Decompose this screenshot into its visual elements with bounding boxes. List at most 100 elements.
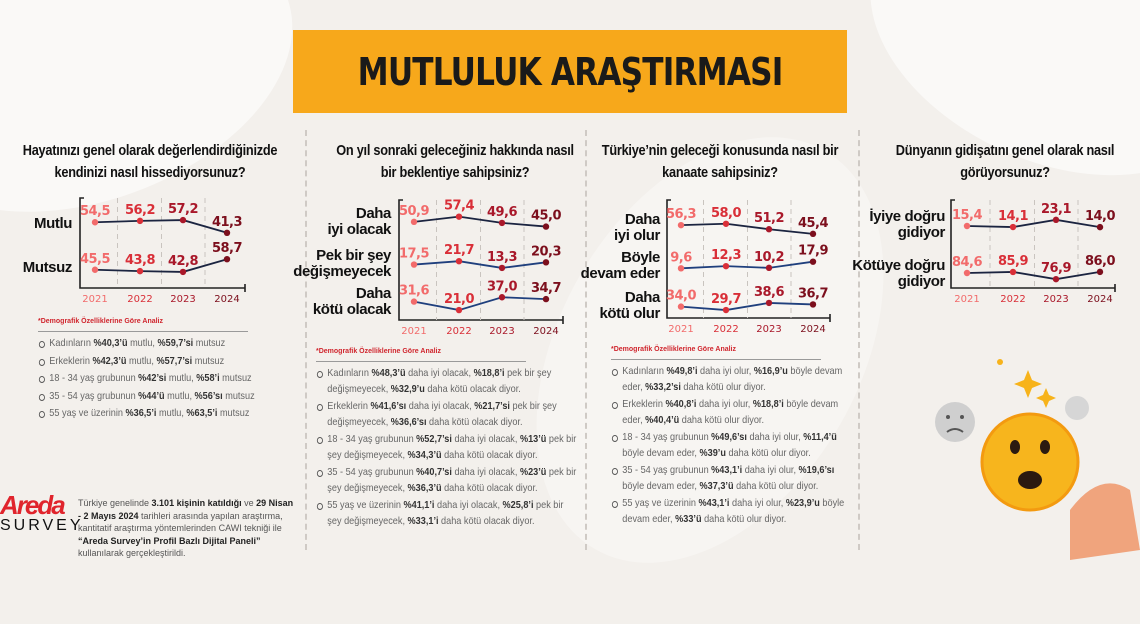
series-label: Daha iyi olacak (281, 206, 391, 238)
series-label: Kötüye doğru gidiyor (835, 258, 945, 290)
highlight-value: %32,9’u (390, 382, 425, 395)
data-point (91, 219, 99, 226)
data-label: 57,2 (168, 202, 198, 217)
highlight-value: %33,2’si (645, 380, 681, 393)
text-segment: daha iyi olacak, (434, 499, 503, 511)
highlight-value: %58’i (196, 372, 220, 384)
demographic-heading: *Demografik Özelliklerine Göre Analiz (316, 348, 442, 355)
data-point (410, 298, 418, 305)
data-point (1096, 268, 1104, 276)
data-point (410, 261, 418, 268)
highlight-value: %18,8’i (752, 398, 784, 410)
data-label: 56,2 (125, 203, 155, 218)
highlight-value: %41,6’sı (370, 400, 407, 412)
data-label: 14,0 (1085, 209, 1116, 224)
text-segment: Erkeklerin (327, 400, 371, 412)
series-label-line: Daha (624, 211, 660, 228)
text-segment: mutsuz (217, 407, 250, 419)
highlight-value: %43,1’i (711, 464, 743, 476)
text-segment: böyle devam eder, (622, 446, 700, 459)
data-label: 37,0 (487, 279, 518, 294)
series-label-line: Daha (624, 289, 660, 306)
series-line (413, 296, 547, 311)
series-label: Daha kötü olacak (281, 285, 392, 318)
sparkle-icon (1014, 370, 1042, 398)
series-label: İyiye doğru gidiyor (835, 209, 945, 241)
text-segment: 35 - 54 yaş grubunun (327, 466, 417, 478)
highlight-value: %48,3’ü (371, 367, 406, 379)
demographic-item: Erkeklerin %40,8’i daha iyi olur, %18,8’… (611, 397, 855, 428)
highlight-value: %63,5’i (186, 407, 218, 419)
highlight-value: %19,6’sı (798, 464, 835, 476)
text-segment: Kadınların (622, 365, 667, 377)
highlight-value: %40,3’ü (93, 337, 128, 349)
text-segment: böyle devam eder, (622, 398, 839, 426)
series-label-line: Kötüye doğru (852, 257, 945, 274)
data-point (1009, 268, 1017, 276)
text-segment: daha iyi olacak, (451, 433, 520, 445)
series-label-line: iyi olacak (327, 221, 391, 238)
series-label-line: Daha (355, 285, 391, 302)
highlight-value: %39’u (699, 446, 726, 459)
text-segment: mutlu, (156, 407, 187, 419)
highlight-value: 3.101 kişinin katıldığı (151, 498, 242, 508)
data-label: 45,5 (80, 252, 111, 267)
text-segment: daha kötü olur diyor. (701, 512, 787, 525)
data-label: 13,3 (487, 250, 518, 265)
series-line (94, 258, 228, 273)
demographic-list-3: Kadınların %49,8’i daha iyi olur, %16,9’… (611, 364, 855, 529)
series-label-line: Mutsuz (22, 259, 73, 276)
data-point (1052, 275, 1060, 283)
series-label-line: İyiye doğru (869, 208, 945, 225)
highlight-value: %40,8’i (665, 398, 697, 410)
series-label-line: gidiyor (897, 224, 946, 241)
data-point (498, 219, 506, 227)
data-point (1009, 223, 1017, 231)
sad-emoji-illustration (935, 359, 1140, 560)
text-segment: 55 yaş ve üzerinin (49, 407, 126, 419)
title-banner: MUTLULUK ARAŞTIRMASI (293, 30, 847, 113)
text-segment: Erkeklerin (622, 398, 666, 410)
text-segment: Erkeklerin (49, 354, 93, 367)
logo-brand: Areda (0, 490, 66, 520)
highlight-value: %34,3’ü (407, 448, 442, 461)
page-title: MUTLULUK ARAŞTIRMASI (357, 49, 784, 94)
background-swoosh (827, 0, 1140, 230)
highlight-value: %49,8’i (666, 365, 698, 377)
highlight-value: %33’ü (675, 512, 702, 525)
text-segment: 55 yaş ve üzerinin (327, 499, 404, 511)
data-point (1052, 216, 1060, 224)
highlight-value: %59,7’si (157, 337, 194, 349)
x-tick-label: 2021 (954, 294, 979, 305)
series-label-line: Mutlu (34, 215, 72, 232)
data-point (223, 256, 231, 263)
text-segment: mutsuz (192, 354, 225, 367)
highlight-value: %56’sı (194, 389, 223, 402)
data-label: 15,4 (952, 208, 983, 223)
x-tick-label: 2021 (401, 326, 426, 337)
data-label: 43,8 (125, 253, 156, 268)
data-point (455, 306, 463, 314)
demographic-list-1: Kadınların %40,3’ü mutlu, %59,7’si mutsu… (38, 336, 295, 424)
demographic-item: 55 yaş ve üzerinin %36,5’i mutlu, %63,5’… (38, 406, 295, 422)
demographic-item: 35 - 54 yaş grubunun %40,7’si daha iyi o… (316, 465, 577, 496)
divider (858, 130, 860, 550)
highlight-value: %21,7’si (474, 400, 510, 412)
demographic-rule (38, 331, 248, 332)
text-segment: daha kötü olacak diyor. (424, 382, 521, 395)
big-sad-face-icon (980, 412, 1080, 512)
data-point (455, 213, 463, 220)
data-label: 57,4 (444, 199, 475, 214)
highlight-value: %40,7’si (416, 466, 452, 478)
data-label: 41,3 (212, 215, 243, 230)
text-segment: mutlu, (126, 354, 157, 367)
demographic-item: 18 - 34 yaş grubunun %49,6’sı daha iyi o… (611, 430, 855, 461)
data-point (542, 223, 550, 230)
text-segment: tarihleri arasında yapılan araştırma, ka… (78, 510, 283, 534)
demographic-list-2: Kadınların %48,3’ü daha iyi olacak, %18,… (316, 366, 577, 531)
data-label: 20,3 (531, 244, 562, 259)
text-segment: 35 - 54 yaş grubunun (622, 464, 712, 476)
data-label: 31,6 (399, 284, 430, 299)
data-label: 45,0 (531, 209, 562, 224)
text-segment: daha iyi olur, (746, 431, 804, 443)
